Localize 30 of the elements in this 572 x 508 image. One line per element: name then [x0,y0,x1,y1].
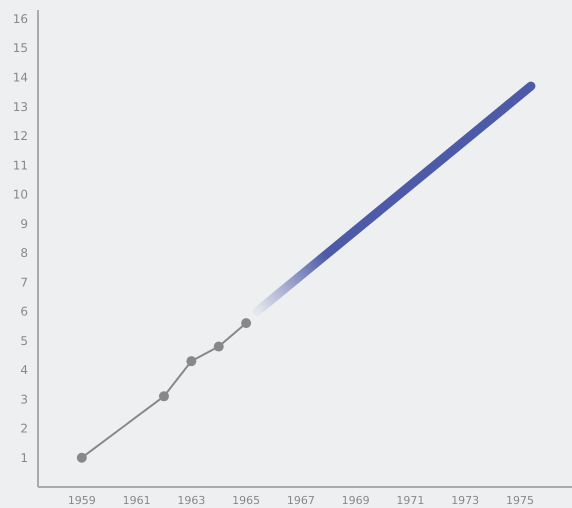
y-tick-label: 6 [20,304,28,319]
y-tick-label: 14 [12,70,28,85]
y-tick-label: 2 [20,422,28,436]
y-tick-label: 16 [12,12,28,26]
point [241,318,252,328]
y-tick-label: 8 [20,246,28,260]
x-tick-label: 1965 [232,494,260,507]
y-tick-label: 1 [20,450,28,465]
x-tick-label: 1969 [342,494,370,507]
x-tick-label: 1971 [396,494,424,507]
y-tick-label: 13 [12,100,28,114]
y-tick-label: 10 [12,188,28,202]
y-tick-label: 7 [20,275,28,290]
x-tick-label: 1963 [177,494,206,507]
point [186,356,196,366]
x-tick-label: 1973 [451,494,480,507]
x-tick-label: 1961 [122,494,151,507]
x-tick-label: 1975 [506,494,534,507]
point [214,342,224,352]
y-tick-label: 9 [20,216,28,231]
y-tick-label: 12 [12,129,28,144]
y-tick-label: 4 [20,363,28,378]
y-tick-label: 3 [20,392,28,406]
x-tick-label: 1959 [68,494,96,507]
point [76,452,87,463]
point [158,391,169,402]
y-tick-label: 11 [12,158,28,172]
y-tick-label: 5 [20,334,28,348]
y-tick-label: 15 [12,41,28,56]
x-tick-label: 1967 [286,494,315,507]
